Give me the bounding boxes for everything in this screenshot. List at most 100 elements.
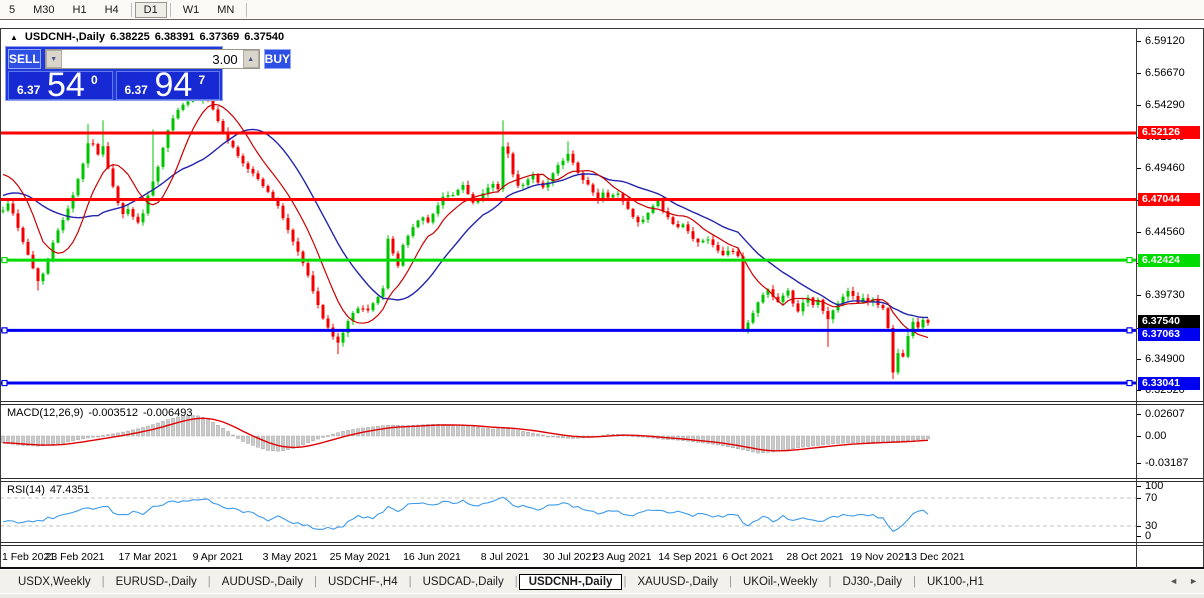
axis-tick-mark bbox=[1137, 486, 1141, 487]
axis-tick-label: 0.00 bbox=[1145, 430, 1167, 442]
splitter-macd-rsi-2[interactable] bbox=[0, 481, 1204, 482]
symbol-tab-usdcad[interactable]: USDCAD-,Daily bbox=[422, 575, 504, 588]
axis-tick-mark bbox=[1137, 526, 1141, 527]
timeframe-button-d1[interactable]: D1 bbox=[134, 1, 167, 18]
axis-tick-mark bbox=[1137, 232, 1141, 234]
price-level-badge: 6.33041 bbox=[1138, 376, 1200, 390]
rsi-line bbox=[2, 496, 929, 533]
rsi-name: RSI(14) bbox=[7, 484, 45, 496]
tab-separator: | bbox=[101, 575, 105, 588]
ma-slow-line bbox=[2, 128, 929, 319]
ohlc-high: 6.38391 bbox=[154, 31, 195, 43]
date-axis[interactable]: 1 Feb 2021 23 Feb 2021 17 Mar 2021 9 Apr 20… bbox=[0, 546, 1137, 567]
date-axis-label: 9 Apr 2021 bbox=[192, 551, 244, 563]
axis-tick-mark bbox=[1137, 413, 1141, 415]
chart-frame-bottom bbox=[0, 567, 1204, 569]
tab-separator: | bbox=[912, 575, 916, 588]
toolbar-separator bbox=[169, 2, 171, 17]
tab-scroll-right-icon[interactable]: ► bbox=[1189, 576, 1198, 586]
chart-canvas[interactable] bbox=[0, 0, 1137, 572]
timeframe-button-w1[interactable]: W1 bbox=[182, 3, 200, 16]
line-handle bbox=[1126, 379, 1133, 387]
axis-tick-mark bbox=[1137, 295, 1141, 297]
buy-button[interactable]: BUY bbox=[263, 49, 292, 69]
axis-tick-mark bbox=[1137, 41, 1141, 43]
splitter-main-macd-2[interactable] bbox=[0, 404, 1204, 405]
date-axis-label: 17 Mar 2021 bbox=[118, 551, 178, 563]
splitter-macd-rsi[interactable] bbox=[0, 478, 1204, 479]
tab-separator: | bbox=[514, 575, 518, 588]
symbol-tab-xauusd[interactable]: XAUUSD-,Daily bbox=[637, 575, 718, 588]
symbol-tab-usdchf[interactable]: USDCHF-,H4 bbox=[327, 575, 398, 588]
axis-tick-label: 6.34900 bbox=[1145, 352, 1185, 365]
collapse-panel-icon[interactable]: ▲ bbox=[10, 33, 18, 42]
symbol-tab-usdcnh[interactable]: USDCNH-,Daily bbox=[518, 573, 623, 590]
tab-separator: | bbox=[828, 575, 832, 588]
symbol-tab-eurusd[interactable]: EURUSD-,Daily bbox=[115, 575, 197, 588]
tab-scroll-left-icon[interactable]: ◄ bbox=[1169, 576, 1179, 586]
timeframe-toolbar: 5 M30 H1 H4 D1 W1 MN bbox=[0, 0, 1204, 20]
date-axis-label: 23 Aug 2021 bbox=[592, 551, 652, 563]
ohlc-low: 6.37369 bbox=[199, 31, 240, 43]
buy-price-sup: 7 bbox=[198, 73, 206, 87]
tab-separator: | bbox=[408, 575, 412, 588]
sell-price-display[interactable]: 6.37 54 0 bbox=[8, 71, 113, 100]
axis-tick-label: 0 bbox=[1145, 530, 1152, 542]
sell-price-sup: 0 bbox=[91, 73, 98, 87]
splitter-main-macd[interactable] bbox=[0, 401, 1204, 402]
tab-separator: | bbox=[623, 575, 627, 588]
macd-signal-line bbox=[2, 417, 929, 452]
axis-tick-label: 6.59120 bbox=[1145, 35, 1185, 48]
line-handle bbox=[1, 327, 8, 334]
price-axis[interactable]: 6.591206.566706.542906.518406.494606.470… bbox=[1137, 28, 1204, 568]
splitter-rsi-dates[interactable] bbox=[0, 542, 1204, 543]
axis-tick-mark bbox=[1137, 104, 1141, 106]
price-level-badge: 6.37063 bbox=[1138, 327, 1200, 341]
date-axis-label: 16 Jun 2021 bbox=[403, 551, 461, 563]
line-handle bbox=[1126, 327, 1133, 334]
volume-input[interactable] bbox=[61, 50, 243, 68]
axis-separator bbox=[1136, 28, 1137, 568]
timeframe-button-m30[interactable]: M30 bbox=[33, 3, 55, 16]
symbol-tab-usdx[interactable]: USDX,Weekly bbox=[18, 575, 91, 588]
line-handle bbox=[1126, 256, 1133, 264]
symbol-tab-ukoil[interactable]: UKOil-,Weekly bbox=[742, 575, 818, 588]
axis-tick-label: 6.49460 bbox=[1145, 161, 1185, 174]
sell-price-big: 54 bbox=[47, 71, 85, 100]
volume-stepper: ▼ ▲ bbox=[44, 49, 260, 69]
axis-tick-label: 6.54290 bbox=[1145, 98, 1185, 111]
chart-header: ▲ USDCNH-,Daily 6.38225 6.38391 6.37369 6.375… bbox=[10, 31, 284, 43]
volume-increase-icon[interactable]: ▲ bbox=[242, 50, 259, 68]
status-strip bbox=[0, 593, 1204, 598]
date-axis-label: 23 Feb 2021 bbox=[45, 551, 105, 563]
ohlc-close: 6.37540 bbox=[244, 31, 285, 43]
buy-price-display[interactable]: 6.37 94 7 bbox=[115, 71, 220, 100]
axis-tick-label: 0.02607 bbox=[1145, 407, 1185, 420]
timeframe-button-h1[interactable]: H1 bbox=[72, 3, 87, 16]
symbol-tab-dj30[interactable]: DJ30-,Daily bbox=[842, 575, 902, 588]
date-axis-label: 3 May 2021 bbox=[262, 551, 318, 563]
axis-tick-mark bbox=[1137, 358, 1141, 360]
one-click-trade-panel: SELL ▼ ▲ BUY 6.37 54 0 6.37 94 7 bbox=[5, 46, 292, 101]
axis-tick-mark bbox=[1137, 436, 1141, 437]
axis-tick-label: 6.56670 bbox=[1145, 67, 1185, 80]
axis-tick-label: 30 bbox=[1145, 520, 1158, 532]
splitter-rsi-dates-2[interactable] bbox=[0, 545, 1204, 546]
price-level-badge: 6.37540 bbox=[1138, 314, 1200, 328]
timeframe-button-mn[interactable]: MN bbox=[217, 3, 235, 16]
macd-signal-value: -0.006493 bbox=[142, 407, 193, 419]
axis-tick-mark bbox=[1137, 73, 1141, 75]
sell-button[interactable]: SELL bbox=[8, 49, 41, 69]
chart-title: USDCNH-,Daily bbox=[24, 31, 105, 43]
symbol-tab-audusd[interactable]: AUDUSD-,Daily bbox=[221, 575, 303, 588]
timeframe-button-h4[interactable]: H4 bbox=[104, 3, 119, 16]
toolbar-separator bbox=[246, 2, 248, 17]
line-handle bbox=[1, 256, 8, 264]
timeframe-button-5[interactable]: 5 bbox=[9, 3, 16, 16]
rsi-value: 47.4351 bbox=[49, 484, 90, 496]
volume-decrease-icon[interactable]: ▼ bbox=[45, 50, 62, 68]
macd-name: MACD(12,26,9) bbox=[7, 407, 84, 419]
axis-tick-label: -0.03187 bbox=[1145, 457, 1189, 470]
symbol-tab-uk100[interactable]: UK100-,H1 bbox=[926, 575, 984, 588]
axis-tick-label: 6.39730 bbox=[1145, 289, 1185, 302]
